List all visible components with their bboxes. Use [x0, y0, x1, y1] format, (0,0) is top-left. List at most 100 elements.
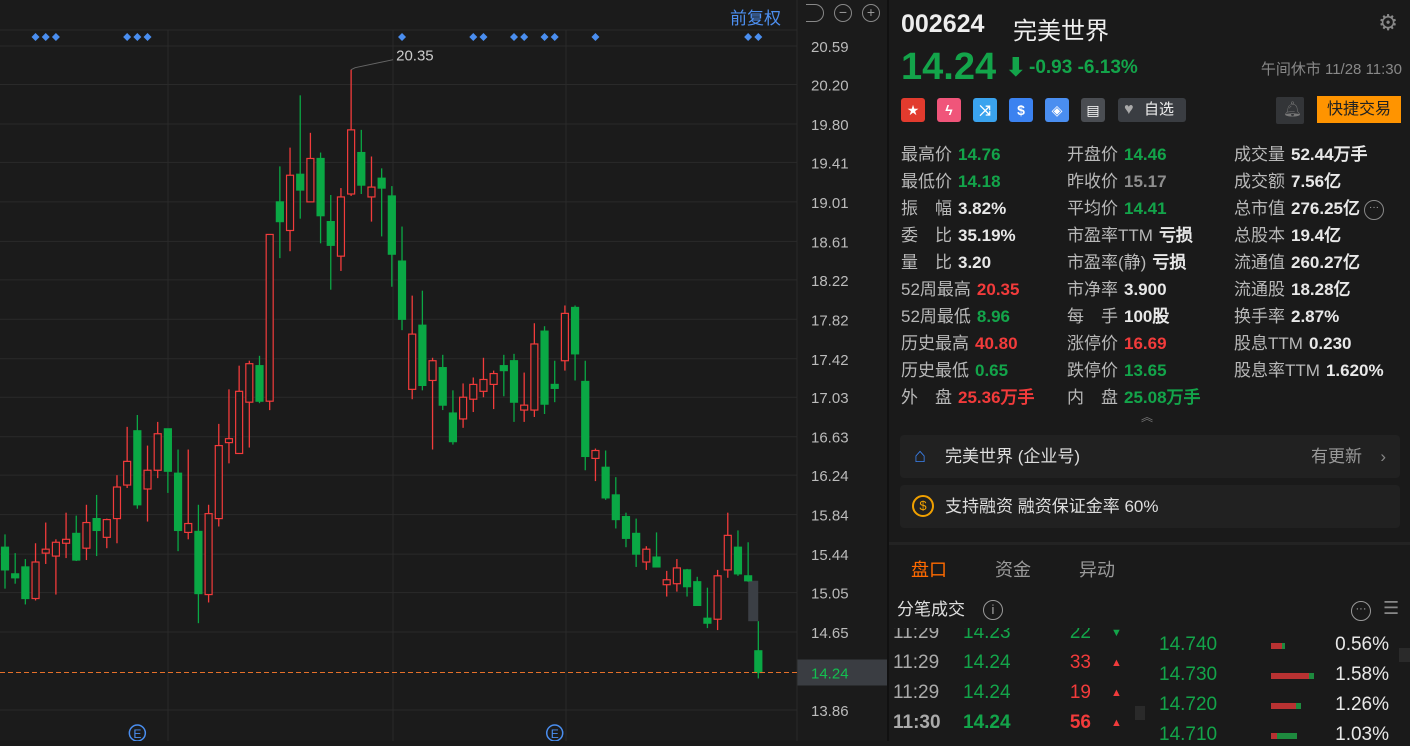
candle-body[interactable] [204, 513, 213, 596]
candle-body[interactable] [82, 521, 91, 549]
adjust-mode-link[interactable]: 前复权 [730, 9, 781, 28]
candle-body[interactable] [377, 177, 386, 189]
candle-body[interactable] [326, 221, 335, 246]
margin-card[interactable]: $ 支持融资 融资保证金率 60% [900, 485, 1400, 528]
candle-body[interactable] [41, 548, 50, 554]
candle-body[interactable] [591, 449, 600, 460]
candle-body[interactable] [163, 428, 172, 472]
tab-movements[interactable]: 异动 [1079, 560, 1115, 580]
dollar-icon[interactable]: $ [1009, 98, 1033, 122]
candle-body[interactable] [632, 532, 641, 555]
candle-body[interactable] [611, 494, 620, 521]
candle-body[interactable] [703, 617, 712, 624]
event-marker-icon[interactable] [754, 33, 763, 41]
candle-body[interactable] [347, 129, 356, 195]
candle-body[interactable] [194, 530, 203, 595]
gear-icon[interactable]: ⚙ [1378, 10, 1398, 35]
candle-body[interactable] [0, 546, 10, 571]
note-icon[interactable]: ▤ [1081, 98, 1105, 122]
candle-body[interactable] [387, 195, 396, 255]
candle-body[interactable] [642, 548, 651, 563]
candle-body[interactable] [51, 541, 61, 557]
list-icon[interactable]: ☰ [1383, 598, 1400, 618]
event-marker-icon[interactable] [398, 33, 407, 41]
quick-trade-button[interactable]: 快捷交易 [1317, 96, 1401, 123]
candle-body[interactable] [275, 201, 284, 223]
candle-body[interactable] [520, 404, 529, 411]
lightning-1-icon[interactable]: ϟ [937, 98, 961, 122]
tab-funds[interactable]: 资金 [995, 560, 1031, 580]
candle-body[interactable] [530, 343, 539, 411]
candle-body[interactable] [306, 157, 315, 203]
candle-body[interactable] [357, 151, 366, 186]
candle-body[interactable] [224, 438, 234, 444]
event-marker-icon[interactable] [744, 33, 753, 41]
collapse-icon[interactable]: ︽ [1141, 410, 1154, 424]
candle-body[interactable] [265, 233, 274, 402]
candle-body[interactable] [723, 534, 732, 571]
candle-body[interactable] [428, 360, 437, 382]
candle-body[interactable] [652, 556, 661, 568]
candle-body[interactable] [143, 469, 152, 490]
company-account-card[interactable]: ⌂ 完美世界 (企业号) 有更新 › [900, 435, 1400, 478]
event-marker-icon[interactable] [143, 33, 152, 41]
more-icon[interactable]: ··· [1351, 601, 1371, 621]
event-marker-icon[interactable] [520, 33, 529, 41]
candle-body[interactable] [11, 573, 20, 579]
kline-chart[interactable]: 20.59 20.20 19.80 19.41 19.01 18.61 18.22 17.82… [0, 0, 887, 742]
candle-body[interactable] [133, 430, 142, 506]
candle-body[interactable] [459, 396, 468, 420]
panel-divider[interactable] [887, 0, 889, 741]
candle-body[interactable] [21, 566, 30, 600]
candle-body[interactable] [509, 360, 519, 403]
event-marker-icon[interactable] [550, 33, 559, 41]
candle-body[interactable] [173, 472, 183, 532]
candle-body[interactable] [489, 372, 498, 386]
candle-body[interactable] [621, 516, 631, 539]
candle-body[interactable] [662, 579, 671, 586]
event-marker-icon[interactable] [31, 33, 40, 41]
candle-body[interactable] [733, 546, 743, 575]
tag-icon[interactable]: ◈ [1045, 98, 1069, 122]
candle-body[interactable] [61, 538, 71, 544]
candle-body[interactable] [235, 390, 244, 455]
candle-body[interactable] [214, 444, 223, 520]
scrollbar[interactable] [1135, 706, 1145, 720]
candle-body[interactable] [713, 575, 722, 620]
candle-body[interactable] [102, 518, 111, 538]
candle-body[interactable] [570, 306, 580, 355]
candle-body[interactable] [682, 569, 692, 588]
event-marker-icon[interactable] [591, 33, 600, 41]
candle-body[interactable] [72, 532, 81, 561]
candle-body[interactable] [744, 575, 753, 582]
candle-body[interactable] [184, 522, 193, 534]
candle-body[interactable] [285, 174, 295, 232]
event-marker-icon[interactable] [469, 33, 478, 41]
candle-body[interactable] [418, 324, 427, 386]
plus-circle-icon[interactable]: + [862, 4, 880, 22]
candle-body[interactable] [408, 333, 417, 390]
candle-body[interactable] [316, 157, 325, 217]
candle-body[interactable] [367, 186, 376, 198]
candle-body[interactable] [31, 561, 40, 600]
undo-icon[interactable] [806, 4, 824, 22]
candle-body[interactable] [479, 378, 488, 392]
minus-circle-icon[interactable]: − [834, 4, 852, 22]
more-icon[interactable]: ··· [1364, 199, 1384, 220]
candle-body[interactable] [296, 173, 305, 191]
candle-body[interactable] [245, 363, 254, 403]
candle-body[interactable] [438, 367, 447, 406]
candle-body[interactable] [448, 412, 458, 443]
candle-body[interactable] [540, 330, 549, 405]
candle-body[interactable] [397, 260, 407, 320]
shuffle-icon[interactable]: ⤨ [973, 98, 997, 122]
candle-body[interactable] [672, 567, 681, 585]
event-marker-icon[interactable] [133, 33, 142, 41]
candlestick-plot[interactable]: 20.59 20.20 19.80 19.41 19.01 18.61 18.22 17.82… [0, 0, 887, 742]
candle-body[interactable] [112, 486, 122, 520]
scrollbar[interactable] [1399, 648, 1410, 662]
event-marker-icon[interactable] [41, 33, 50, 41]
candle-body[interactable] [581, 380, 590, 458]
candle-body[interactable] [153, 433, 162, 471]
candle-body[interactable] [499, 365, 508, 372]
